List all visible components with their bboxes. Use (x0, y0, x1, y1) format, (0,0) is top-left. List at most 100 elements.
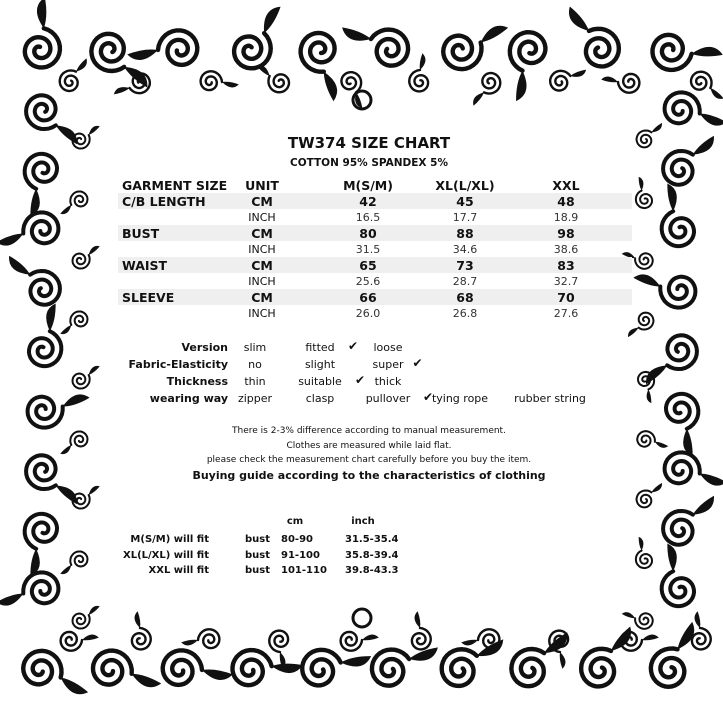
scroll-ornament (59, 630, 99, 652)
guide-part: bust (245, 565, 271, 576)
inch-value: 34.6 (452, 243, 478, 256)
scroll-ornament (636, 430, 669, 448)
scroll-ornament (20, 648, 89, 695)
row-label: BUST (122, 226, 160, 241)
scroll-ornament (339, 630, 379, 652)
attribute-option: pullover (365, 392, 411, 405)
attribute-option: no (248, 358, 262, 371)
note-line: please check the measurement chart caref… (206, 455, 532, 465)
attribute-option: zipper (237, 392, 273, 405)
scroll-ornament (635, 482, 662, 509)
scroll-ornament (601, 72, 641, 94)
scroll-ornament (24, 93, 77, 145)
cm-value: 88 (456, 226, 474, 241)
guide-row-label: M(S/M) will fit (130, 534, 209, 545)
inch-value: 26.8 (452, 307, 478, 320)
attribute-option: fitted (305, 341, 335, 354)
scroll-ornament (22, 511, 60, 577)
guide-inch: 35.8-39.4 (345, 549, 399, 561)
unit-cm: CM (251, 290, 273, 305)
unit-cm: CM (251, 258, 273, 273)
attribute-option: clasp (305, 392, 335, 405)
attribute-option: suitable (298, 375, 342, 388)
check-icon: ✔ (347, 339, 359, 353)
header-unit: UNIT (245, 178, 279, 193)
row-label: SLEEVE (122, 290, 175, 305)
note-line: Clothes are measured while laid flat. (286, 441, 452, 451)
medallion-ornament (351, 607, 373, 629)
note-line: There is 2-3% difference according to ma… (232, 426, 506, 436)
scroll-ornament (0, 210, 61, 246)
attribute-label: Fabric-Elasticity (128, 358, 228, 371)
row-label: WAIST (122, 258, 168, 273)
scroll-ornament (646, 333, 699, 385)
header-m: M(S/M) (343, 178, 393, 193)
scroll-ornament (160, 648, 233, 688)
scroll-ornament (569, 6, 622, 69)
scroll-ornament (268, 629, 290, 669)
scroll-ornament (71, 125, 100, 150)
scroll-ornament (663, 391, 701, 457)
scroll-ornament (578, 626, 631, 689)
guide-inch: 39.8-43.3 (345, 565, 399, 576)
cm-value: 98 (557, 226, 575, 241)
scroll-ornament (342, 27, 411, 68)
attribute-option: rubber string (514, 392, 586, 405)
scroll-ornament (509, 632, 568, 689)
attribute-option: slight (304, 358, 336, 371)
scroll-ornament (113, 72, 152, 95)
scroll-ornament (127, 28, 200, 68)
scroll-ornament (60, 430, 89, 455)
scroll-ornament (661, 135, 714, 187)
chart-title: TW374 SIZE CHART (287, 134, 451, 152)
scroll-ornament (71, 365, 100, 390)
header-garment-size: GARMENT SIZE (122, 178, 228, 193)
material-text: COTTON 95% SPANDEX 5% (289, 157, 449, 169)
scroll-ornament (0, 570, 61, 606)
scroll-ornament (231, 6, 281, 71)
inch-value: 25.6 (355, 275, 381, 288)
inch-value: 28.7 (452, 275, 478, 288)
cm-value: 68 (456, 290, 474, 305)
scroll-ornament (628, 311, 655, 338)
scroll-ornament (548, 629, 570, 669)
scroll-ornament (60, 550, 89, 575)
guide-col-inch: inch (351, 516, 375, 527)
attribute-label: Thickness (166, 375, 228, 388)
scroll-ornament (24, 453, 77, 505)
scroll-ornament (90, 648, 162, 688)
guide-title: Buying guide according to the characteri… (192, 469, 546, 482)
scroll-ornament (507, 30, 548, 102)
scroll-ornament (410, 611, 432, 651)
cm-value: 65 (359, 258, 377, 273)
guide-row-label: XL(L/XL) will fit (122, 549, 209, 561)
guide-cm: 101-110 (281, 565, 327, 576)
check-icon: ✔ (412, 356, 423, 370)
scroll-ornament (659, 183, 697, 249)
attribute-option: super (372, 358, 404, 371)
scroll-ornament (439, 639, 504, 689)
scroll-ornament (661, 495, 714, 547)
cm-value: 70 (557, 290, 575, 305)
scroll-ornament (25, 394, 90, 430)
medallion-ornament (351, 89, 373, 111)
scroll-ornament (130, 611, 152, 651)
scroll-ornament (22, 151, 60, 217)
unit-inch: INCH (248, 275, 276, 288)
check-icon: ✔ (422, 390, 434, 404)
scroll-ornament (690, 611, 712, 651)
cm-value: 42 (359, 194, 377, 209)
header-xxl: XXL (552, 178, 580, 193)
header-xl: XL(L/XL) (435, 178, 495, 193)
scroll-ornament (22, 0, 63, 70)
scroll-ornament (71, 485, 100, 510)
inch-value: 26.0 (355, 307, 381, 320)
scroll-ornament (634, 176, 654, 210)
scroll-ornament (662, 450, 723, 486)
unit-cm: CM (251, 226, 273, 241)
scroll-ornament (340, 70, 363, 109)
guide-part: bust (245, 534, 271, 545)
inch-value: 31.5 (355, 243, 381, 256)
scroll-ornament (621, 612, 654, 630)
